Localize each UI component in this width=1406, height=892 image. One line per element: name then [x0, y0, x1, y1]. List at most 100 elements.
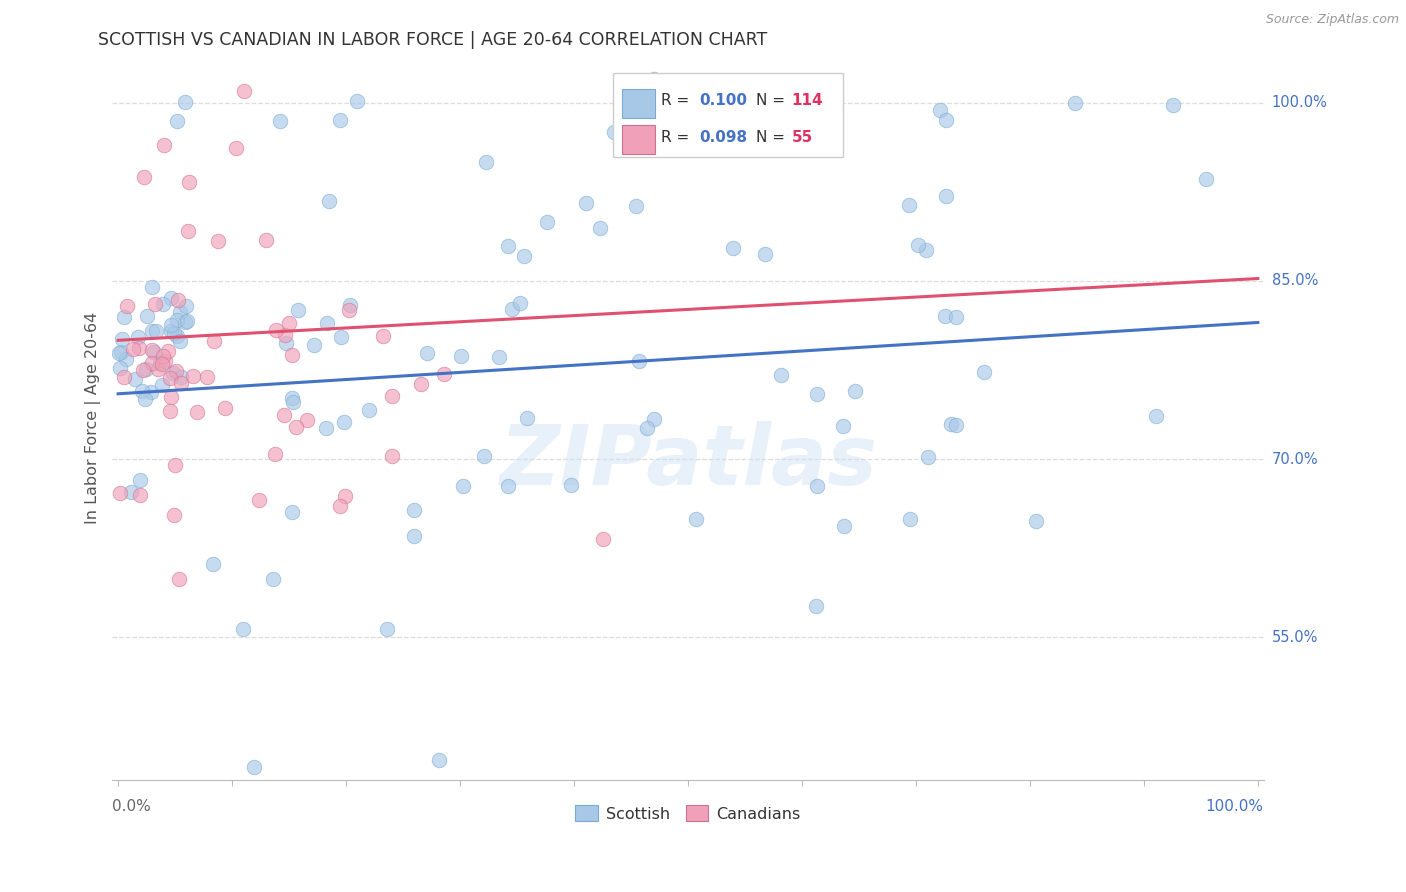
Point — [832, 519, 855, 533]
Point — [262, 572, 284, 586]
Text: N =: N = — [756, 94, 790, 108]
Point — [136, 310, 159, 324]
Point — [285, 419, 308, 434]
Point — [141, 356, 163, 370]
Point — [451, 478, 474, 492]
Point — [806, 387, 828, 401]
Point — [176, 314, 198, 328]
Point — [409, 376, 432, 391]
Point — [159, 291, 181, 305]
Point — [427, 753, 450, 767]
Point — [150, 357, 173, 371]
Point — [575, 196, 598, 211]
Point — [141, 324, 163, 338]
Point — [1161, 98, 1184, 112]
Point — [112, 369, 135, 384]
Point — [181, 368, 204, 383]
Point — [643, 412, 665, 426]
Point — [160, 318, 183, 333]
Point — [945, 310, 967, 325]
Point — [685, 512, 707, 526]
Text: 100.0%: 100.0% — [1205, 799, 1264, 814]
Point — [516, 411, 538, 425]
Point — [496, 479, 519, 493]
Text: 100.0%: 100.0% — [1272, 95, 1327, 111]
Point — [277, 317, 299, 331]
Point — [934, 309, 956, 323]
Point — [381, 449, 404, 463]
Point — [167, 572, 190, 586]
Point — [316, 316, 339, 330]
Point — [536, 215, 558, 229]
Point — [174, 299, 197, 313]
Point — [232, 622, 254, 636]
Point — [806, 599, 828, 614]
FancyBboxPatch shape — [623, 88, 655, 119]
Point — [143, 297, 166, 311]
Point — [333, 415, 356, 429]
Text: R =: R = — [661, 129, 695, 145]
Point — [131, 384, 153, 399]
Point — [287, 302, 309, 317]
Point — [165, 364, 187, 378]
Point — [150, 377, 173, 392]
Point — [907, 237, 929, 252]
Point — [107, 346, 129, 360]
Point — [675, 120, 697, 134]
Point — [148, 362, 170, 376]
Point — [280, 505, 302, 519]
Point — [329, 113, 352, 128]
Point — [155, 354, 177, 368]
Point — [1195, 171, 1218, 186]
Text: 55.0%: 55.0% — [1272, 630, 1319, 645]
Point — [173, 315, 195, 329]
Point — [162, 366, 184, 380]
Point — [402, 529, 425, 543]
Point — [128, 488, 150, 502]
Point — [214, 401, 236, 415]
Point — [156, 343, 179, 358]
Point — [197, 369, 219, 384]
Point — [603, 125, 626, 139]
Legend: Scottish, Canadians: Scottish, Canadians — [571, 801, 806, 826]
Point — [346, 94, 368, 108]
Point — [177, 175, 200, 189]
Point — [134, 169, 156, 184]
Point — [122, 342, 145, 356]
Point — [371, 329, 394, 343]
Point — [163, 508, 186, 522]
Point — [166, 313, 188, 327]
Point — [141, 280, 163, 294]
Point — [281, 391, 304, 405]
Point — [159, 390, 181, 404]
Point — [254, 234, 277, 248]
Point — [152, 349, 174, 363]
Point — [501, 302, 523, 317]
Point — [225, 141, 247, 155]
Point — [330, 330, 353, 344]
Point — [648, 120, 671, 134]
Point — [177, 224, 200, 238]
Point — [627, 353, 650, 368]
Point — [202, 334, 225, 349]
Point — [149, 356, 172, 370]
Point — [973, 365, 995, 379]
Point — [381, 389, 404, 403]
Point — [169, 305, 191, 319]
Point — [247, 492, 270, 507]
Point — [281, 395, 304, 409]
Point — [108, 360, 131, 375]
Point — [166, 114, 188, 128]
Point — [474, 155, 496, 169]
Text: 0.100: 0.100 — [699, 94, 748, 108]
Point — [129, 473, 152, 487]
Point — [273, 327, 295, 342]
Point — [359, 402, 381, 417]
Point — [132, 363, 155, 377]
Point — [135, 362, 157, 376]
Point — [917, 450, 939, 465]
Point — [404, 503, 426, 517]
Point — [832, 419, 855, 434]
Point — [496, 239, 519, 253]
Text: 0.098: 0.098 — [699, 129, 748, 145]
